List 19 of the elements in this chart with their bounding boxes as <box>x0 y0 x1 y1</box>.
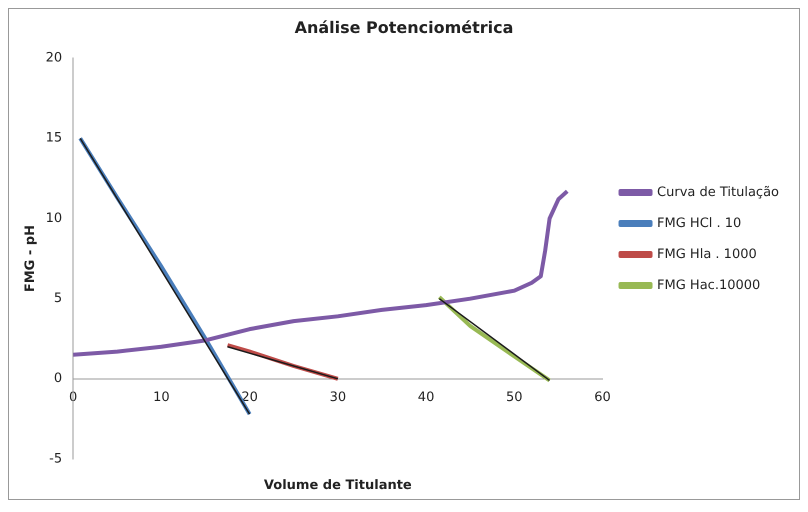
y-tick-label: 5 <box>54 291 62 306</box>
y-axis-title: FMG - pH <box>23 225 38 292</box>
legend-label: FMG Hac.10000 <box>657 278 760 293</box>
legend-label: Curva de Titulação <box>657 184 780 200</box>
chart-title: Análise Potenciométrica <box>294 18 514 37</box>
y-tick-label: 15 <box>46 130 62 146</box>
y-tick-label: 10 <box>46 210 62 226</box>
y-tick-label: -5 <box>49 451 62 466</box>
y-tick-label: 20 <box>46 50 62 66</box>
x-tick-label: 10 <box>153 390 170 406</box>
legend-label: FMG Hla . 1000 <box>657 246 757 262</box>
x-tick-label: 50 <box>506 390 523 406</box>
legend-label: FMG HCl . 10 <box>657 216 742 231</box>
x-axis-title: Volume de Titulante <box>264 478 412 493</box>
x-tick-label: 30 <box>330 390 346 406</box>
x-tick-label: 20 <box>241 390 258 406</box>
x-tick-label: 40 <box>418 390 434 406</box>
x-tick-label: 60 <box>594 390 611 406</box>
y-tick-label: 0 <box>54 371 62 386</box>
